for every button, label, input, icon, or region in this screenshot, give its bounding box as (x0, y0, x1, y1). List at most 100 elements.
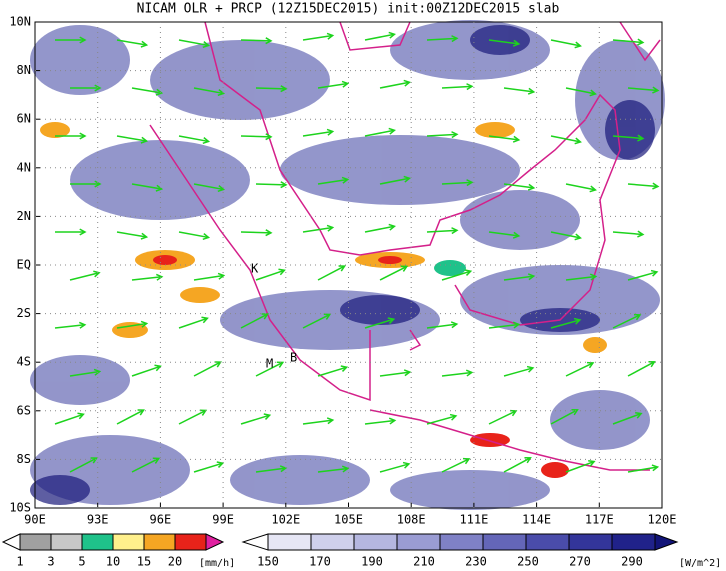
olr-legend-label: 250 (517, 555, 539, 569)
wind-arrowhead (261, 313, 269, 320)
precip-legend-swatch (81, 533, 114, 551)
olr-legend-label: 270 (569, 555, 591, 569)
wind-arrow (379, 81, 410, 89)
wind-arrow (565, 362, 594, 377)
wind-arrowhead (201, 316, 209, 324)
wind-arrowhead (388, 417, 397, 425)
y-tick-label: 8S (17, 452, 31, 466)
wind-arrow (550, 231, 581, 239)
precip-legend-arrow (205, 533, 225, 551)
y-tick-label: 10N (9, 15, 31, 29)
wind-arrowhead (152, 457, 161, 464)
wind-arrowhead (93, 368, 102, 376)
wind-arrow (116, 231, 147, 238)
wind-arrow (565, 460, 595, 473)
wind-arrow (131, 183, 162, 190)
precip-legend-swatch (50, 533, 83, 551)
wind-arrow (364, 318, 394, 329)
wind-arrow (317, 265, 345, 281)
wind-arrow (627, 466, 658, 473)
wind-arrowhead (403, 79, 411, 87)
wind-arrow (69, 457, 97, 473)
wind-arrowhead (341, 465, 350, 473)
wind-arrowhead (588, 459, 596, 467)
wind-arrow (441, 85, 472, 89)
olr-legend-unit: [W/m^2] (679, 558, 721, 569)
wind-arrowhead (79, 36, 87, 44)
wind-arrowhead (388, 127, 396, 135)
wind-arrow (627, 183, 658, 188)
precip-legend-label: 1 (16, 555, 23, 569)
wind-arrow (441, 458, 470, 473)
wind-arrow (612, 39, 643, 44)
wind-arrowhead (450, 321, 459, 329)
wind-arrow (379, 265, 408, 281)
wind-arrow (178, 317, 208, 329)
olr-legend-swatch (310, 533, 355, 551)
wind-arrowhead (527, 183, 536, 191)
wind-arrowhead (140, 232, 149, 240)
wind-arrowhead (650, 269, 659, 277)
olr-legend-swatch (482, 533, 527, 551)
wind-arrowhead (637, 230, 645, 238)
y-tick-label: 10S (9, 501, 31, 515)
wind-arrow (550, 319, 581, 329)
wind-arrowhead (449, 413, 458, 421)
wind-arrow (612, 314, 641, 329)
wind-arrow (54, 413, 84, 425)
wind-arrow (240, 231, 272, 234)
x-tick-label: 117E (585, 513, 614, 527)
precip-legend-unit: [mm/h] (199, 558, 235, 569)
wind-arrowhead (279, 465, 288, 473)
wind-arrow (627, 87, 658, 92)
olr-legend-label: 230 (465, 555, 487, 569)
wind-arrowhead (154, 364, 162, 372)
wind-arrow (116, 322, 147, 329)
olr-legend-label: 150 (257, 555, 279, 569)
wind-arrow (379, 371, 410, 377)
y-tick-label: 6N (17, 112, 31, 126)
olr-legend-swatch (525, 533, 570, 551)
wind-arrowhead (573, 317, 582, 325)
wind-arrowhead (341, 176, 350, 184)
wind-arrowhead (79, 228, 87, 236)
plot-area: K M B (30, 20, 665, 510)
wind-arrow (255, 467, 286, 473)
wind-arrow (488, 323, 519, 329)
wind-arrow (612, 231, 643, 236)
wind-arrow (565, 183, 596, 191)
wind-arrowhead (464, 269, 473, 276)
wind-arrow (302, 313, 331, 329)
precip-legend-arrow (1, 533, 21, 551)
wind-arrow (426, 37, 457, 41)
wind-arrowhead (155, 184, 164, 192)
wind-arrow (503, 367, 534, 377)
wind-arrow (488, 410, 517, 425)
wind-arrow (302, 226, 333, 233)
wind-arrow (612, 412, 642, 425)
y-tick-label: 4N (17, 160, 31, 174)
wind-arrowhead (326, 128, 335, 136)
wind-arrow (627, 361, 655, 377)
wind-arrowhead (77, 412, 85, 420)
wind-arrow (550, 409, 578, 425)
place-label: K (251, 262, 259, 276)
olr-legend-swatch (568, 533, 613, 551)
wind-arrowhead (280, 85, 288, 93)
wind-arrowhead (574, 137, 582, 145)
olr-legend-label: 190 (361, 555, 383, 569)
wind-arrow (193, 274, 224, 281)
y-tick-label: 2S (17, 306, 31, 320)
wind-arrow (364, 33, 395, 41)
wind-arrow (317, 467, 348, 473)
wind-arrowhead (512, 231, 521, 239)
wind-arrow (426, 415, 457, 425)
precip-legend-label: 3 (47, 555, 54, 569)
map-title: NICAM OLR + PRCP (12Z15DEC2015) init:00Z… (137, 2, 560, 17)
olr-legend-swatch (353, 533, 398, 551)
wind-arrow (565, 275, 596, 281)
wind-arrowhead (586, 361, 595, 369)
olr-legend-swatch (267, 533, 312, 551)
wind-arrow (364, 419, 395, 425)
